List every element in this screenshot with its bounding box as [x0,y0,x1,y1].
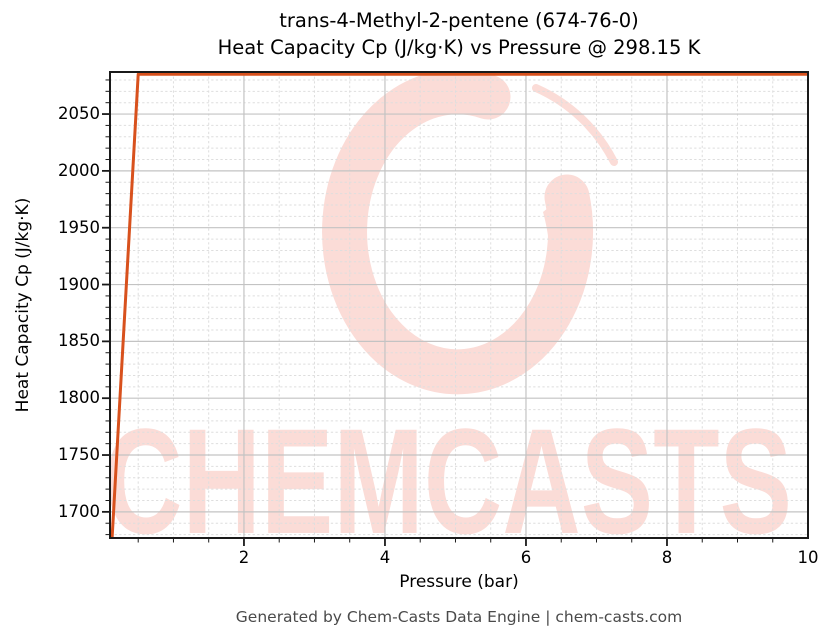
grid-layer [110,72,808,538]
axes-spines [109,71,809,539]
tick-layer [102,79,774,546]
watermark-text: CHEMCASTS [104,397,792,565]
footer-credit: Generated by Chem-Casts Data Engine | ch… [235,608,683,626]
x-tick-label: 10 [797,548,819,567]
x-axis-label: Pressure (bar) [399,572,519,592]
y-tick-label: 2000 [58,160,100,180]
y-tick-label: 1800 [58,388,100,408]
series-layer [110,72,808,538]
x-tick-label: 8 [661,548,673,567]
x-tick-label: 4 [379,548,391,567]
y-tick-label: 1950 [58,217,100,237]
y-tick-label: 1900 [58,274,100,294]
y-tick-label: 1850 [58,331,100,351]
x-tick-label: 2 [238,548,250,567]
series-line [110,72,808,538]
logo-accent-flame-icon [534,200,573,344]
logo-accent-arc-icon [532,84,618,166]
y-tick-label: 2050 [58,104,100,124]
y-tick-label: 1700 [58,501,100,521]
chart-title-line2: Heat Capacity Cp (J/kg·K) vs Pressure @ … [217,36,701,59]
y-tick-label: 1750 [58,445,100,465]
x-tick-label: 6 [520,548,532,567]
chart-title-line1: trans-4-Methyl-2-pentene (674-76-0) [279,9,639,32]
chart-title: trans-4-Methyl-2-pentene (674-76-0) Heat… [110,7,808,61]
y-axis-label: Heat Capacity Cp (J/kg·K) [13,197,33,413]
